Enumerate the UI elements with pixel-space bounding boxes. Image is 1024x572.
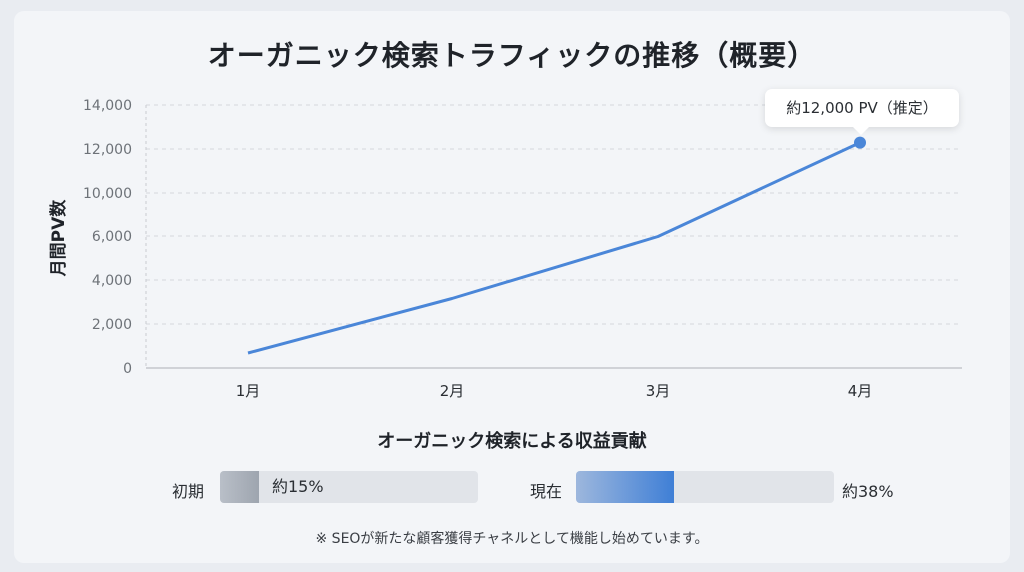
x-tick-label: 2月 [440, 382, 465, 400]
initial-value: 約15% [272, 477, 324, 496]
y-tick-label: 6,000 [92, 229, 132, 245]
current-bar-fill [576, 471, 675, 503]
y-tick-label: 4,000 [92, 273, 132, 289]
initial-label: 初期 [172, 482, 205, 501]
x-tick-label: 1月 [236, 382, 261, 400]
series-line [247, 141, 861, 355]
page-title: オーガニック検索トラフィックの推移（概要） [207, 39, 817, 72]
revenue-title: オーガニック検索による収益貢献 [377, 431, 647, 452]
x-tick-labels: 1月 2月 3月 4月 [236, 382, 873, 400]
y-tick-labels: 0 2,000 4,000 6,000 10,000 12,000 14,000 [83, 98, 132, 377]
current-bar [576, 471, 834, 503]
axes [145, 105, 962, 369]
initial-bar: 約15% [220, 471, 478, 503]
y-tick-label: 0 [123, 361, 132, 377]
current-value: 約38% [842, 482, 894, 501]
initial-bar-fill [220, 471, 259, 503]
y-tick-label: 2,000 [92, 317, 132, 333]
x-tick-label: 3月 [646, 382, 671, 400]
footnote: ※ SEOが新たな顧客獲得チャネルとして機能し始めています。 [315, 531, 709, 547]
grid-lines [146, 104, 962, 325]
y-axis-label: 月間PV数 [48, 199, 69, 278]
line-chart: 0 2,000 4,000 6,000 10,000 12,000 14,000 1月 2月 3… [48, 98, 962, 400]
x-tick-label: 4月 [848, 382, 873, 400]
y-tick-label: 14,000 [83, 98, 132, 114]
y-tick-label: 12,000 [83, 142, 132, 158]
y-tick-label: 10,000 [83, 186, 132, 202]
peak-point [854, 136, 866, 149]
current-label: 現在 [530, 482, 563, 501]
series [247, 136, 866, 355]
peak-annotation: 約12,000 PV（推定） [765, 89, 959, 135]
